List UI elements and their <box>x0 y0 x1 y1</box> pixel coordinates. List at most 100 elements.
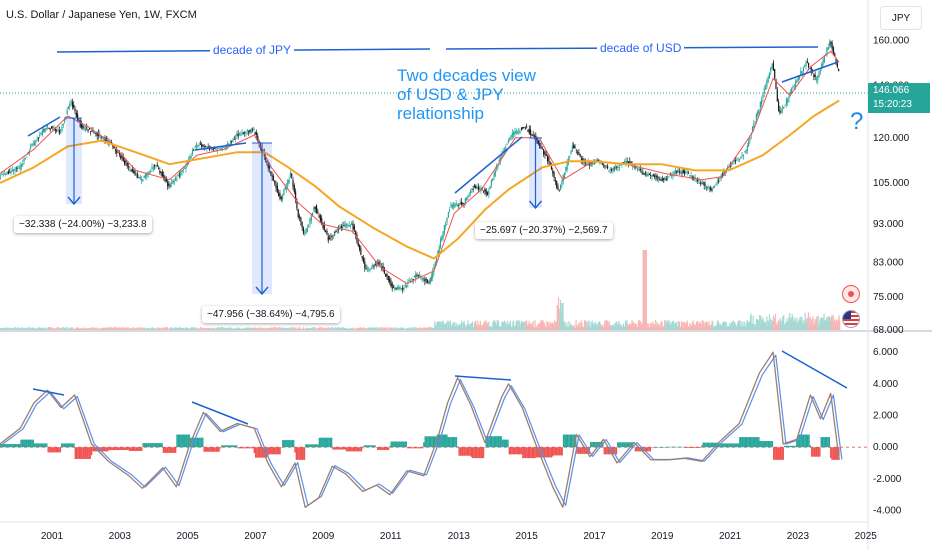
histogram-bar <box>638 447 641 452</box>
volume-bar <box>66 327 68 330</box>
histogram-bar <box>73 443 75 448</box>
volume-bar <box>62 328 64 330</box>
volume-bar <box>406 328 409 330</box>
volume-bar <box>212 328 215 330</box>
histogram-bar <box>115 447 117 451</box>
histogram-bar <box>336 447 338 450</box>
volume-bar <box>468 326 470 330</box>
volume-bar <box>234 328 236 330</box>
volume-bar <box>223 327 225 330</box>
volume-bar <box>206 327 208 330</box>
volume-bar <box>513 325 515 330</box>
volume-bar <box>394 328 396 330</box>
histogram-bar <box>758 437 760 448</box>
volume-bar <box>789 321 791 330</box>
volume-bar <box>671 323 673 330</box>
volume-bar <box>437 322 439 330</box>
volume-bar <box>604 327 606 330</box>
volume-bar <box>313 327 315 330</box>
histogram-bar <box>543 447 546 458</box>
volume-bar <box>182 327 184 330</box>
candle-body <box>518 128 520 134</box>
volume-bar <box>753 326 756 330</box>
candle-body <box>143 176 145 178</box>
volume-bar <box>590 321 592 330</box>
volume-bar <box>558 308 560 330</box>
histogram-bar <box>633 446 635 448</box>
record-icon[interactable] <box>842 285 860 303</box>
histogram-bar <box>512 447 515 455</box>
price-tick-label: 75.000 <box>873 292 904 303</box>
headline-line-3: relationship <box>397 104 484 123</box>
histogram-bar <box>292 440 295 448</box>
volume-bar <box>230 327 232 330</box>
volume-bar <box>319 327 321 330</box>
volume-bar <box>774 313 776 330</box>
candle-body <box>652 174 654 177</box>
time-tick-label: 2017 <box>583 531 606 542</box>
time-tick-label: 2025 <box>855 531 878 542</box>
histogram-bar <box>501 439 504 448</box>
candle-body <box>7 171 10 174</box>
volume-bar <box>110 327 112 330</box>
histogram-bar <box>393 441 395 448</box>
volume-bar <box>676 325 678 330</box>
histogram-bar <box>764 441 767 448</box>
histogram-bar <box>302 447 304 460</box>
volume-bar <box>483 321 485 330</box>
volume-bar <box>287 328 289 330</box>
volume-bar <box>748 321 750 330</box>
volume-bar <box>559 300 562 330</box>
histogram-bar <box>621 442 623 448</box>
candle-body <box>155 165 157 166</box>
candle-body <box>318 215 320 218</box>
histogram-bar <box>592 441 595 448</box>
volume-bar <box>162 328 164 330</box>
volume-bar <box>729 322 731 330</box>
currency-unit-button[interactable]: JPY <box>880 6 922 30</box>
volume-bar <box>833 319 836 330</box>
volume-bar <box>821 317 823 330</box>
histogram-bar <box>434 436 436 448</box>
histogram-bar <box>400 441 402 448</box>
candle-body <box>392 287 395 288</box>
volume-bar <box>785 322 787 330</box>
histogram-bar <box>625 442 627 448</box>
volume-bar <box>441 327 443 330</box>
histogram-bar <box>320 437 322 448</box>
histogram-bar <box>50 447 52 453</box>
volume-bar <box>40 328 42 330</box>
candle-body <box>429 281 431 283</box>
histogram-bar <box>4 444 6 448</box>
volume-bar <box>616 325 618 330</box>
volume-bar <box>204 328 206 330</box>
histogram <box>0 434 840 460</box>
volume-bar <box>747 321 749 330</box>
volume-bar <box>728 326 730 330</box>
candle-body <box>477 186 479 190</box>
volume-bar <box>632 321 634 330</box>
us-flag-icon[interactable] <box>842 310 860 328</box>
volume-bar <box>454 322 456 330</box>
histogram-bar <box>760 441 763 448</box>
volume-bar <box>18 327 21 330</box>
volume-bar <box>395 327 398 330</box>
candle-body <box>234 137 237 140</box>
candle-body <box>138 177 140 179</box>
candle-body <box>796 79 798 83</box>
histogram-bar <box>656 447 658 448</box>
histogram-bar <box>684 447 687 448</box>
histogram-bar <box>382 447 384 451</box>
volume-bar <box>223 328 226 330</box>
histogram-bar <box>389 445 391 448</box>
histogram-bar <box>225 445 227 448</box>
volume-bar <box>285 328 287 330</box>
volume-bar <box>133 327 135 330</box>
candle-body <box>352 223 354 230</box>
volume-bar <box>361 327 363 330</box>
histogram-bar <box>62 443 64 448</box>
volume-bar <box>290 327 292 330</box>
volume-bar <box>170 327 172 330</box>
volume-bar <box>418 327 420 330</box>
